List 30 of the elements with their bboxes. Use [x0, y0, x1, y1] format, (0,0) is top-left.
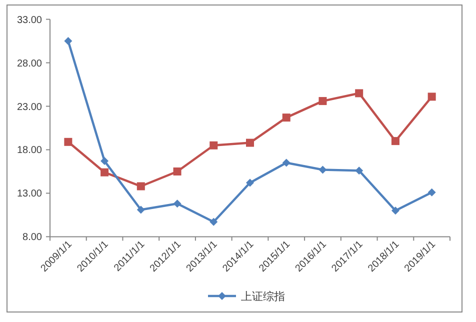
- point: [100, 168, 109, 176]
- point: [391, 206, 400, 215]
- point: [246, 178, 254, 187]
- legend-item: 上证综指: [208, 291, 285, 303]
- y-tick-label: 13.00: [16, 188, 42, 200]
- point: [428, 92, 436, 101]
- point: [318, 166, 327, 174]
- y-tick-label: 28.00: [16, 58, 42, 70]
- point: [136, 182, 145, 190]
- point: [210, 141, 218, 150]
- point: [210, 218, 218, 226]
- point: [246, 138, 254, 147]
- point: [64, 138, 72, 146]
- point: [355, 89, 364, 98]
- point: [100, 157, 109, 166]
- point: [355, 166, 364, 175]
- point: [173, 200, 182, 208]
- y-tick-label: 18.00: [16, 145, 42, 156]
- legend-label: 上证综指: [241, 290, 285, 303]
- point: [136, 206, 145, 214]
- point: [173, 167, 182, 176]
- point: [318, 97, 327, 106]
- y-tick-label: 33.00: [16, 14, 42, 26]
- point: [282, 114, 290, 122]
- point: [428, 188, 436, 196]
- point: [391, 137, 400, 146]
- point: [64, 37, 72, 46]
- y-tick-label: 8.00: [22, 232, 42, 244]
- y-tick-label: 23.00: [16, 102, 42, 113]
- point: [282, 158, 290, 167]
